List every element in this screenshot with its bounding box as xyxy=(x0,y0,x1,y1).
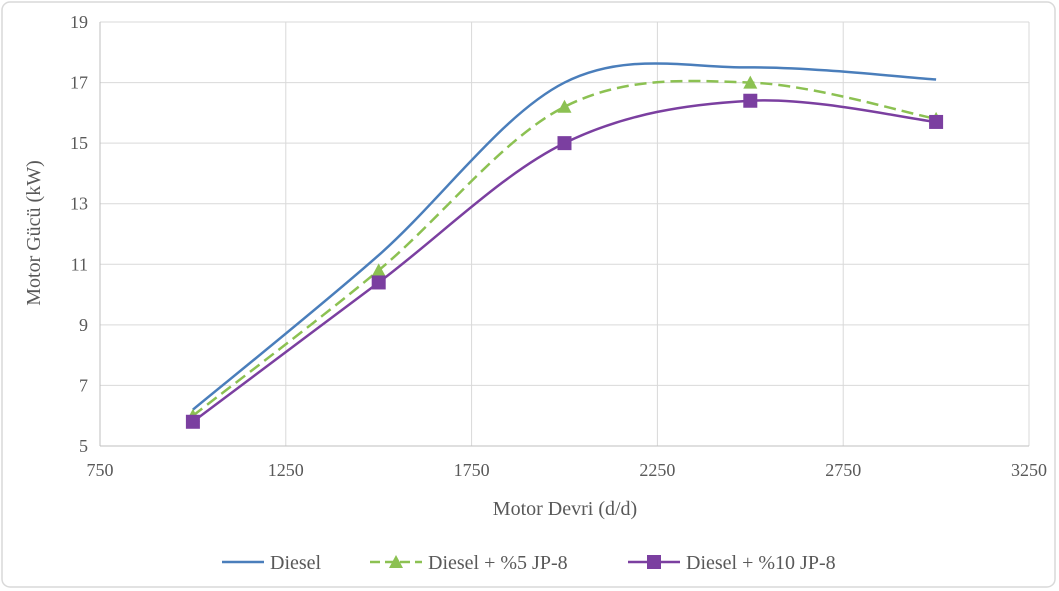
y-axis-title: Motor Gücü (kW) xyxy=(23,160,45,306)
x-tick-label: 3250 xyxy=(1011,460,1047,480)
data-point xyxy=(929,114,944,129)
legend-marker xyxy=(647,555,661,569)
data-point xyxy=(557,99,572,113)
x-tick-label: 2750 xyxy=(825,460,861,480)
y-tick-label: 9 xyxy=(79,315,88,335)
legend-marker xyxy=(389,555,403,568)
y-tick-label: 19 xyxy=(70,12,88,32)
series-line xyxy=(192,79,937,417)
legend-label: Diesel + %10 JP-8 xyxy=(686,552,836,574)
axes xyxy=(99,22,1029,447)
legend: Diesel Diesel + %5 JP-8 Diesel + %10 JP-8 xyxy=(222,552,836,574)
series-line xyxy=(192,62,937,411)
tick-labels: 5 7 9 11 13 15 17 19 750 1250 1750 2250 2750 3250 xyxy=(70,12,1047,480)
y-tick-label: 15 xyxy=(70,133,88,153)
legend-label: Diesel xyxy=(270,552,322,574)
legend-item: Diesel + %10 JP-8 xyxy=(628,552,836,574)
x-axis-title: Motor Devri (d/d) xyxy=(493,498,637,520)
y-tick-label: 17 xyxy=(70,73,88,93)
data-point xyxy=(743,93,758,108)
x-tick-label: 2250 xyxy=(639,460,675,480)
data-point xyxy=(557,136,572,151)
grid xyxy=(100,21,1030,446)
y-tick-label: 5 xyxy=(79,436,88,456)
y-tick-label: 11 xyxy=(71,254,88,274)
legend-label: Diesel + %5 JP-8 xyxy=(428,552,568,574)
series-1 xyxy=(192,62,937,411)
y-tick-label: 13 xyxy=(70,194,88,214)
x-tick-label: 1250 xyxy=(268,460,304,480)
data-point xyxy=(371,263,386,277)
series-group xyxy=(185,62,944,429)
x-tick-label: 1750 xyxy=(454,460,490,480)
legend-item: Diesel + %5 JP-8 xyxy=(370,552,568,574)
x-tick-label: 750 xyxy=(87,460,114,480)
series-3 xyxy=(185,93,944,429)
series-line xyxy=(192,99,937,423)
y-tick-label: 7 xyxy=(79,375,88,395)
data-point xyxy=(743,75,758,89)
data-point xyxy=(185,414,200,429)
data-point xyxy=(371,275,386,290)
legend-item: Diesel xyxy=(222,552,322,574)
